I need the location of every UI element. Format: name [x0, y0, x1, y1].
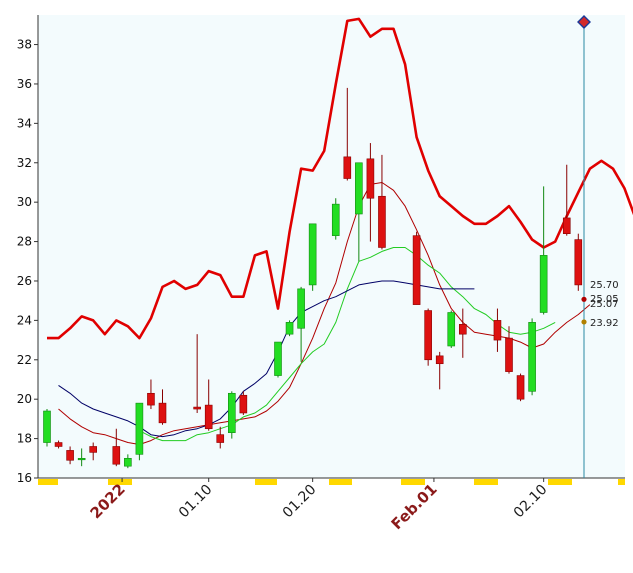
candle-down	[424, 310, 432, 361]
candle-up	[528, 322, 536, 392]
candle-up	[331, 203, 340, 236]
candle-down	[562, 217, 571, 234]
candle-down	[204, 404, 213, 430]
candle-up	[297, 288, 305, 329]
candle-up	[43, 410, 51, 443]
date-band-segment	[329, 479, 352, 485]
last-value-label: 23.92	[590, 318, 619, 329]
candle-down	[112, 446, 121, 465]
candle-down	[158, 402, 167, 424]
y-tick-label: 18	[17, 432, 32, 446]
last-value-marker	[581, 319, 587, 325]
indicator-line-3	[58, 280, 475, 438]
candle-up	[274, 341, 282, 376]
y-tick-label: 36	[17, 77, 32, 91]
date-band-segment	[474, 479, 498, 485]
candle-down	[378, 195, 386, 248]
crosshair-cursor[interactable]	[577, 15, 591, 478]
candle-down	[366, 158, 375, 199]
candlesticks	[43, 87, 583, 469]
candle-down	[193, 406, 201, 410]
cursor-diamond-handle[interactable]	[577, 15, 591, 29]
date-band-segment	[255, 479, 277, 485]
indicator-lines	[47, 17, 633, 445]
candle-down	[54, 442, 63, 447]
y-tick-label: 16	[17, 471, 32, 485]
y-tick-label: 34	[17, 116, 32, 130]
x-tick-label: 02.10	[511, 482, 551, 522]
y-tick-label: 20	[17, 392, 32, 406]
candle-up	[77, 457, 86, 461]
candle-down	[216, 434, 225, 443]
y-tick-label: 38	[17, 38, 32, 52]
candle-up	[135, 402, 144, 455]
y-tick-label: 30	[17, 195, 32, 209]
candle-down	[458, 324, 467, 335]
last-value-label: 25.07	[590, 299, 619, 310]
candle-down	[516, 375, 525, 400]
y-tick-label: 32	[17, 156, 32, 170]
candle-up	[228, 392, 236, 433]
plot-area	[38, 15, 625, 478]
date-band-segment	[401, 479, 425, 485]
candle-up	[539, 255, 548, 313]
candle-up	[124, 457, 132, 467]
date-band-segment	[548, 479, 572, 485]
y-tick-label: 22	[17, 353, 32, 367]
candle-down	[493, 320, 502, 341]
candle-down	[343, 156, 352, 179]
y-axis-ticks: 16 18 20 22 24 26 28 30 32 34 36 38	[17, 38, 38, 485]
candle-down	[435, 355, 444, 365]
candle-up	[355, 162, 363, 215]
y-tick-label: 26	[17, 274, 32, 288]
indicator-line-0	[47, 17, 633, 340]
x-tick-label: 01.10	[176, 482, 216, 522]
candle-down	[505, 337, 513, 372]
x-axis-date-band	[38, 479, 625, 485]
last-value-label: 25.05	[590, 294, 619, 305]
date-band-segment	[108, 479, 132, 485]
last-value-marker	[581, 296, 587, 302]
indicator-line-2	[139, 247, 556, 442]
x-tick-label: 2022	[87, 480, 129, 522]
candle-down	[412, 235, 421, 305]
candle-up	[308, 223, 317, 286]
y-tick-label: 28	[17, 235, 32, 249]
indicator-line-1	[58, 182, 591, 445]
candle-down	[239, 394, 248, 414]
x-tick-label: Feb.01	[388, 480, 441, 533]
candle-down	[89, 446, 97, 453]
x-tick-label: 01.20	[280, 482, 320, 522]
last-value-label: 25.70	[590, 280, 619, 291]
x-axis-labels: 2022 01.10 01.20 Feb.01 02.10	[87, 478, 551, 533]
candle-up	[285, 322, 294, 335]
date-band-segment	[38, 479, 58, 485]
date-band-segment	[618, 479, 625, 485]
candle-up	[447, 312, 456, 347]
y-tick-label: 24	[17, 313, 32, 327]
candle-down	[147, 392, 155, 406]
candle-down	[66, 450, 74, 461]
candle-down	[574, 239, 583, 286]
